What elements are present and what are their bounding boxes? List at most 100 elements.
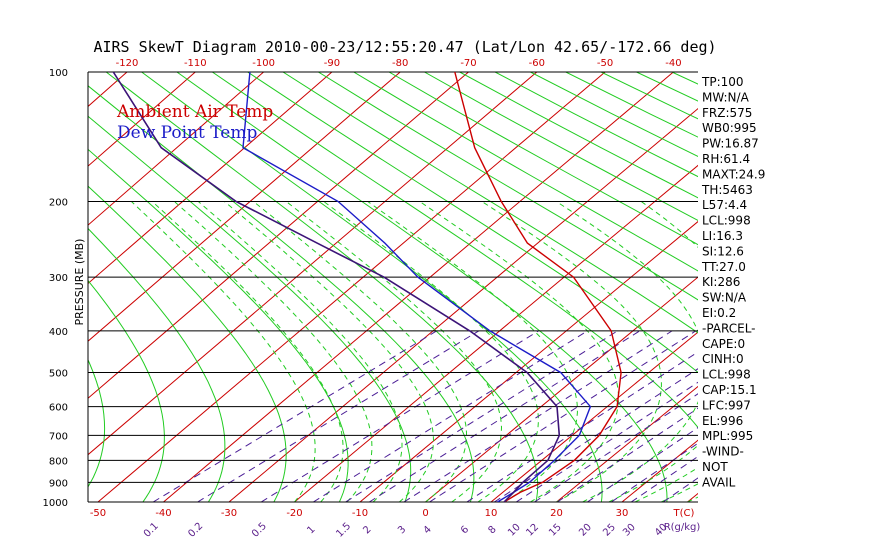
y-axis-label: PRESSURE (MB) bbox=[73, 239, 86, 326]
index-value: EI:0.2 bbox=[702, 306, 736, 320]
mixing-ratio-tick-label: 1 bbox=[305, 524, 317, 536]
index-value: MAXT:24.9 bbox=[702, 167, 765, 181]
mixing-ratio-line bbox=[630, 455, 698, 502]
isotherm-line bbox=[490, 331, 698, 502]
top-temp-tick-label: -80 bbox=[392, 58, 408, 69]
dry-adiabat-line bbox=[105, 72, 539, 502]
mixing-ratio-line bbox=[369, 330, 640, 502]
top-temp-tick-label: -100 bbox=[252, 58, 275, 69]
bottom-temp-unit-label: T(C) bbox=[673, 508, 695, 519]
isotherm-line bbox=[97, 72, 606, 502]
bottom-temp-tick-label: -40 bbox=[155, 508, 171, 519]
pressure-tick-label: 1000 bbox=[43, 498, 68, 509]
dry-adiabat-line bbox=[282, 72, 698, 334]
ambient-air-temp-line bbox=[454, 72, 622, 502]
dry-adiabat-line bbox=[318, 72, 698, 301]
index-value: LCL:998 bbox=[702, 368, 751, 382]
isotherm-line bbox=[163, 72, 674, 502]
chart-title: AIRS SkewT Diagram 2010-00-23/12:55:20.4… bbox=[93, 38, 716, 56]
index-value: KI:286 bbox=[702, 275, 740, 289]
dry-adiabat-line bbox=[0, 72, 46, 502]
index-value: SI:12.6 bbox=[702, 244, 744, 258]
dry-adiabat-line bbox=[424, 72, 698, 221]
index-value: TP:100 bbox=[701, 75, 744, 89]
index-value: L57:4.4 bbox=[702, 198, 747, 212]
isotherm-line bbox=[88, 72, 538, 456]
bottom-temp-tick-label: 10 bbox=[485, 508, 498, 519]
mixing-ratio-tick-label: 20 bbox=[577, 522, 594, 539]
index-value: MPL:995 bbox=[702, 429, 753, 443]
mixing-ratio-line bbox=[587, 427, 698, 502]
mixing-ratio-line bbox=[662, 477, 698, 502]
mixing-ratio-tick-label: 6 bbox=[459, 524, 471, 536]
dry-adiabat-line bbox=[141, 72, 603, 502]
moist-adiabat-line bbox=[419, 200, 619, 502]
top-temp-tick-label: -120 bbox=[116, 58, 139, 69]
index-value: CAP:15.1 bbox=[702, 383, 757, 397]
legend-dew-point-temp: Dew Point Temp bbox=[117, 123, 257, 143]
mixing-ratio-line bbox=[345, 330, 618, 502]
index-value: FRZ:575 bbox=[702, 106, 752, 120]
dry-adiabat-line bbox=[88, 85, 475, 502]
mixing-ratio-line bbox=[313, 330, 588, 502]
bottom-temp-tick-label: -50 bbox=[90, 508, 106, 519]
dry-adiabat-line bbox=[778, 72, 870, 502]
moist-adiabat-line bbox=[481, 200, 662, 502]
moist-adiabat-line bbox=[253, 201, 467, 502]
isotherm-line bbox=[425, 276, 698, 502]
mixing-ratio-tick-label: 0.5 bbox=[250, 521, 269, 540]
index-value: LCL:998 bbox=[702, 214, 751, 228]
mixing-ratio-tick-label: 30 bbox=[621, 522, 638, 539]
index-value: TH:5463 bbox=[701, 183, 753, 197]
mixing-ratio-tick-label: 25 bbox=[601, 522, 618, 539]
mixing-ratio-tick-label: 15 bbox=[547, 522, 564, 539]
pressure-tick-label: 500 bbox=[49, 369, 68, 380]
index-value: SW:N/A bbox=[702, 291, 747, 305]
mixing-ratio-tick-label: 8 bbox=[486, 524, 498, 536]
moist-adiabat-line bbox=[285, 201, 503, 502]
index-value: PW:16.87 bbox=[702, 137, 759, 151]
top-temp-tick-label: -90 bbox=[324, 58, 340, 69]
index-value: WB0:995 bbox=[702, 121, 757, 135]
moist-adiabat-line bbox=[661, 483, 698, 502]
index-value: CAPE:0 bbox=[702, 337, 745, 351]
index-value: LI:16.3 bbox=[702, 229, 743, 243]
moist-adiabat-line bbox=[608, 200, 698, 502]
index-value: LFC:997 bbox=[702, 398, 751, 412]
legend: Ambient Air Temp Dew Point Temp bbox=[116, 102, 273, 143]
mixing-ratio-line bbox=[152, 330, 437, 502]
moist-adiabat-line bbox=[197, 201, 403, 502]
isotherm-line bbox=[556, 385, 698, 502]
mixing-ratio-line bbox=[403, 330, 673, 502]
mixing-ratio-line bbox=[534, 393, 698, 502]
mixing-ratio-tick-label: 0.1 bbox=[142, 521, 161, 540]
isotherm-line bbox=[294, 164, 698, 502]
bottom-temp-tick-label: 20 bbox=[550, 508, 563, 519]
bottom-temp-tick-label: 0 bbox=[422, 508, 428, 519]
pressure-tick-label: 700 bbox=[49, 431, 68, 442]
mixing-ratio-line bbox=[557, 407, 698, 502]
pressure-tick-label: 600 bbox=[49, 403, 68, 414]
dry-adiabat-line bbox=[88, 227, 226, 502]
mixing-ratio-tick-label: 12 bbox=[524, 522, 541, 539]
top-temp-tick-label: -50 bbox=[597, 58, 613, 69]
dry-adiabat-line bbox=[388, 72, 698, 246]
dry-adiabat-line bbox=[88, 185, 287, 502]
mixing-ratio-line bbox=[429, 330, 697, 502]
isotherm-line bbox=[753, 72, 870, 502]
top-temp-tick-label: -110 bbox=[184, 58, 207, 69]
index-value: -PARCEL- bbox=[702, 321, 756, 335]
index-value: CINH:0 bbox=[702, 352, 744, 366]
mixing-ratio-line bbox=[611, 442, 698, 502]
mixing-ratio-tick-label: 2 bbox=[361, 524, 373, 536]
dry-adiabat-line bbox=[247, 72, 698, 374]
isotherm-line bbox=[228, 107, 698, 502]
dry-adiabat-line bbox=[849, 72, 870, 502]
dry-adiabat-line bbox=[88, 279, 165, 502]
pressure-tick-label: 800 bbox=[49, 456, 68, 467]
mixing-ratio-unit-label: R(g/kg) bbox=[664, 522, 701, 533]
bottom-temp-tick-label: -30 bbox=[221, 508, 237, 519]
mixing-ratio-tick-label: 3 bbox=[396, 524, 408, 536]
pressure-tick-label: 200 bbox=[49, 197, 68, 208]
